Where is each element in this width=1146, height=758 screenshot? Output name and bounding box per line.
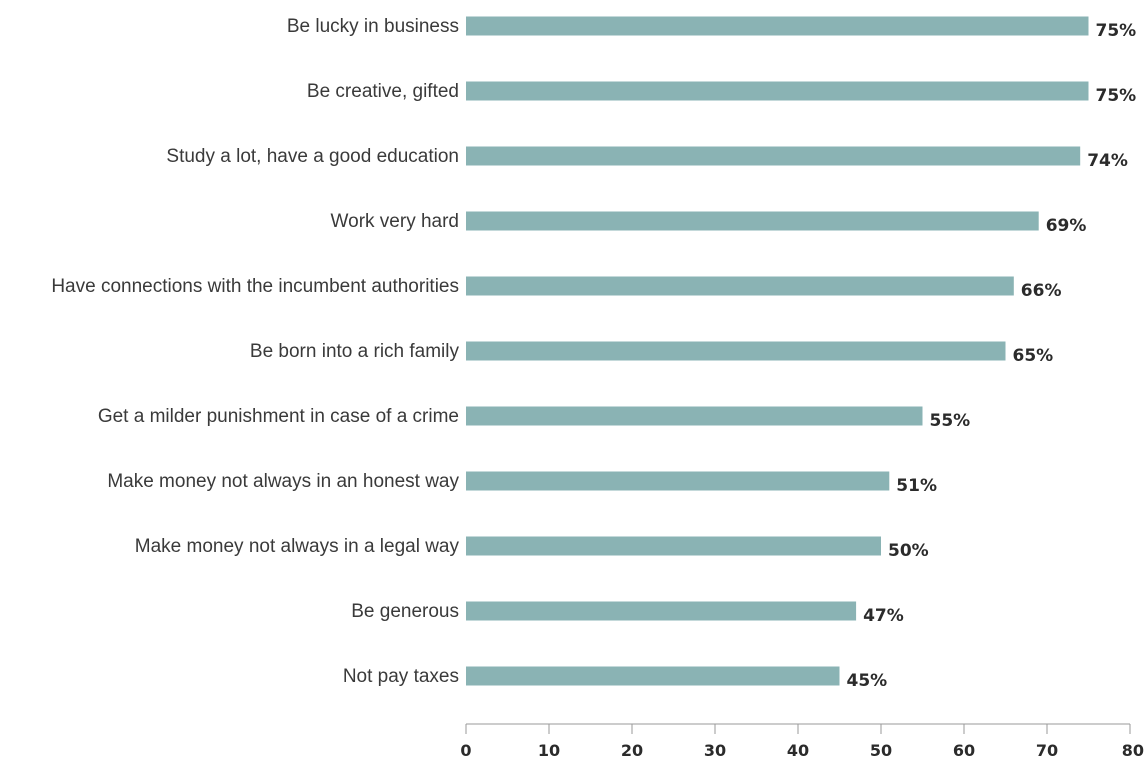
x-tick-label: 70 — [1036, 741, 1058, 758]
x-tick-label: 30 — [704, 741, 726, 758]
category-label: Work very hard — [331, 211, 459, 232]
category-label: Be creative, gifted — [307, 81, 459, 102]
x-tick-label: 10 — [538, 741, 560, 758]
bar — [466, 407, 923, 426]
bar — [466, 537, 881, 556]
bar — [466, 212, 1039, 231]
value-label: 69% — [1046, 216, 1087, 236]
category-label: Make money not always in an honest way — [107, 471, 459, 492]
x-tick-label: 20 — [621, 741, 643, 758]
bar — [466, 472, 889, 491]
bar — [466, 82, 1089, 101]
value-label: 74% — [1087, 151, 1128, 171]
value-label: 47% — [863, 606, 904, 626]
category-label: Be generous — [351, 601, 459, 622]
category-label: Be lucky in business — [287, 16, 459, 37]
category-label: Study a lot, have a good education — [166, 146, 459, 167]
category-label: Not pay taxes — [343, 666, 459, 687]
category-label: Be born into a rich family — [250, 341, 460, 362]
bar — [466, 17, 1089, 36]
category-label: Have connections with the incumbent auth… — [51, 276, 459, 297]
value-label: 50% — [888, 541, 929, 561]
x-tick-label: 60 — [953, 741, 975, 758]
x-tick-label: 80 — [1122, 741, 1144, 758]
bar — [466, 667, 840, 686]
bar — [466, 147, 1080, 166]
value-label: 66% — [1021, 281, 1062, 301]
x-tick-label: 0 — [460, 741, 471, 758]
category-label: Get a milder punishment in case of a cri… — [98, 406, 459, 427]
x-tick-label: 50 — [870, 741, 892, 758]
value-label: 65% — [1013, 346, 1054, 366]
bar — [466, 342, 1006, 361]
x-tick-label: 40 — [787, 741, 809, 758]
value-label: 75% — [1096, 21, 1137, 41]
x-axis: 0 10 20 30 40 50 60 70 80 — [460, 724, 1144, 758]
bars-group — [466, 17, 1089, 686]
bar — [466, 277, 1014, 296]
bar — [466, 602, 856, 621]
value-label: 51% — [896, 476, 937, 496]
value-label: 55% — [930, 411, 971, 431]
category-label: Make money not always in a legal way — [135, 536, 460, 557]
value-label: 45% — [847, 671, 888, 691]
category-labels: Be lucky in business Be creative, gifted S… — [51, 16, 459, 687]
value-label: 75% — [1096, 86, 1137, 106]
